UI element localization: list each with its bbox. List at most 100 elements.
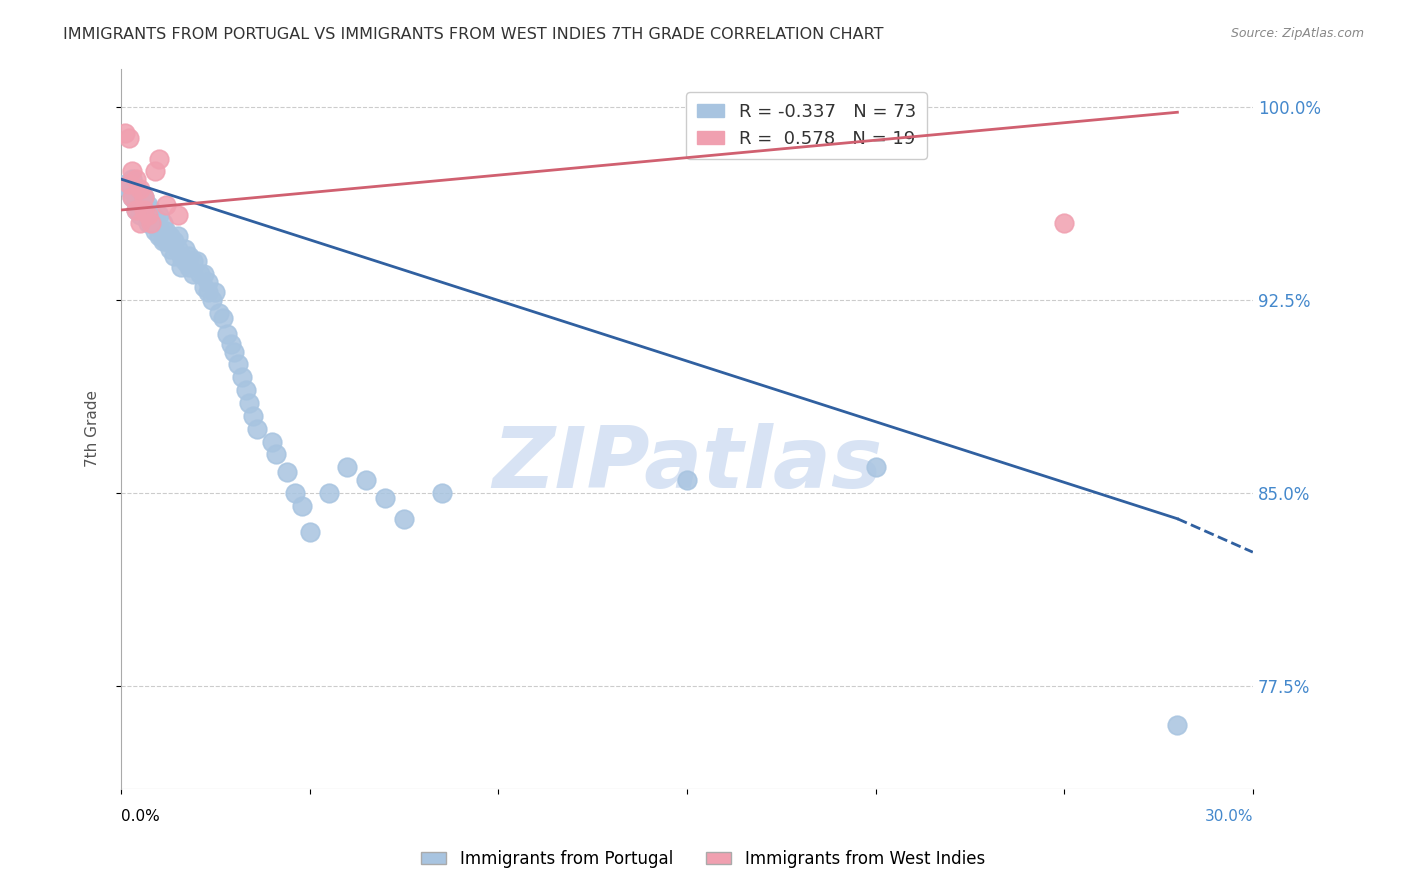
Y-axis label: 7th Grade: 7th Grade	[86, 390, 100, 467]
Point	[148, 228, 170, 243]
Point	[201, 293, 224, 307]
Text: 0.0%: 0.0%	[121, 809, 160, 824]
Point	[865, 460, 887, 475]
Point	[143, 164, 166, 178]
Point	[129, 185, 152, 199]
Point	[132, 190, 155, 204]
Point	[141, 216, 163, 230]
Point	[129, 208, 152, 222]
Point	[152, 234, 174, 248]
Point	[163, 234, 186, 248]
Point	[121, 164, 143, 178]
Point	[159, 242, 181, 256]
Point	[132, 202, 155, 217]
Point	[129, 198, 152, 212]
Point	[163, 249, 186, 263]
Point	[125, 202, 148, 217]
Point	[125, 195, 148, 210]
Point	[148, 221, 170, 235]
Point	[215, 326, 238, 341]
Point	[136, 198, 159, 212]
Point	[114, 126, 136, 140]
Point	[181, 254, 204, 268]
Point	[125, 172, 148, 186]
Point	[193, 280, 215, 294]
Point	[197, 275, 219, 289]
Point	[121, 190, 143, 204]
Text: IMMIGRANTS FROM PORTUGAL VS IMMIGRANTS FROM WEST INDIES 7TH GRADE CORRELATION CH: IMMIGRANTS FROM PORTUGAL VS IMMIGRANTS F…	[63, 27, 884, 42]
Point	[177, 249, 200, 263]
Point	[430, 486, 453, 500]
Point	[136, 216, 159, 230]
Point	[166, 242, 188, 256]
Point	[125, 202, 148, 217]
Point	[129, 216, 152, 230]
Point	[136, 208, 159, 222]
Point	[166, 228, 188, 243]
Point	[374, 491, 396, 505]
Point	[118, 178, 141, 192]
Point	[298, 524, 321, 539]
Point	[356, 473, 378, 487]
Point	[155, 234, 177, 248]
Point	[231, 370, 253, 384]
Point	[141, 216, 163, 230]
Point	[118, 182, 141, 196]
Point	[246, 422, 269, 436]
Point	[1166, 717, 1188, 731]
Point	[208, 306, 231, 320]
Point	[152, 216, 174, 230]
Point	[170, 249, 193, 263]
Point	[155, 198, 177, 212]
Point	[291, 499, 314, 513]
Point	[114, 178, 136, 192]
Point	[336, 460, 359, 475]
Point	[148, 208, 170, 222]
Point	[865, 126, 887, 140]
Point	[118, 131, 141, 145]
Point	[143, 224, 166, 238]
Point	[264, 447, 287, 461]
Text: Source: ZipAtlas.com: Source: ZipAtlas.com	[1230, 27, 1364, 40]
Point	[242, 409, 264, 423]
Text: 30.0%: 30.0%	[1205, 809, 1253, 824]
Point	[204, 285, 226, 300]
Point	[260, 434, 283, 449]
Point	[174, 254, 197, 268]
Point	[121, 172, 143, 186]
Point	[193, 268, 215, 282]
Point	[155, 224, 177, 238]
Point	[235, 383, 257, 397]
Point	[224, 344, 246, 359]
Point	[1053, 216, 1076, 230]
Point	[226, 357, 249, 371]
Point	[136, 208, 159, 222]
Legend: R = -0.337   N = 73, R =  0.578   N = 19: R = -0.337 N = 73, R = 0.578 N = 19	[686, 92, 927, 159]
Point	[181, 268, 204, 282]
Point	[174, 242, 197, 256]
Point	[132, 202, 155, 217]
Point	[676, 473, 699, 487]
Point	[170, 260, 193, 274]
Legend: Immigrants from Portugal, Immigrants from West Indies: Immigrants from Portugal, Immigrants fro…	[415, 844, 991, 875]
Point	[188, 268, 211, 282]
Point	[159, 228, 181, 243]
Point	[197, 285, 219, 300]
Point	[166, 208, 188, 222]
Point	[392, 512, 415, 526]
Point	[121, 190, 143, 204]
Point	[143, 211, 166, 225]
Point	[318, 486, 340, 500]
Point	[219, 336, 242, 351]
Point	[212, 311, 235, 326]
Point	[177, 260, 200, 274]
Point	[276, 466, 298, 480]
Point	[284, 486, 307, 500]
Point	[238, 396, 260, 410]
Point	[186, 254, 208, 268]
Point	[132, 190, 155, 204]
Point	[148, 152, 170, 166]
Point	[141, 202, 163, 217]
Text: ZIPatlas: ZIPatlas	[492, 423, 882, 506]
Point	[129, 182, 152, 196]
